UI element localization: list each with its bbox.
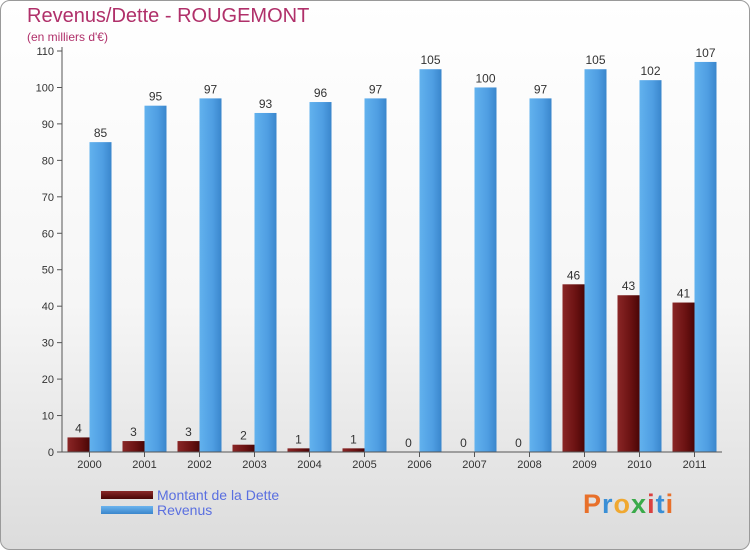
y-tick-label-10: 10: [42, 411, 54, 423]
proxiti-logo: Proxiti: [583, 489, 674, 520]
y-tick-label-100: 100: [36, 82, 54, 94]
bar-revenus-2004: [309, 102, 332, 452]
x-tick-label-2009: 2009: [572, 459, 596, 471]
y-tick-label-0: 0: [48, 447, 54, 459]
y-tick-label-90: 90: [42, 119, 54, 131]
data-label-revenus-2010: 102: [640, 64, 660, 78]
data-label-revenus-2001: 95: [149, 90, 163, 104]
bar-revenus-2005: [364, 98, 387, 453]
x-tick-label-2001: 2001: [132, 459, 156, 471]
legend-swatch-dette: [101, 490, 153, 499]
x-tick-label-2011: 2011: [683, 459, 707, 471]
data-label-revenus-2005: 97: [369, 82, 383, 96]
legend-label-dette: Montant de la Dette: [157, 486, 280, 503]
data-label-revenus-2007: 100: [475, 71, 495, 85]
data-label-dette-2000: 4: [75, 421, 82, 435]
chart-title: Revenus/Dette - ROUGEMONT: [27, 5, 310, 27]
y-tick-label-50: 50: [42, 265, 54, 277]
y-tick-label-20: 20: [42, 374, 54, 386]
bar-revenus-2010: [639, 80, 662, 452]
logo-letter: i: [665, 489, 675, 519]
bar-dette-2003: [232, 444, 255, 452]
bar-dette-2002: [177, 441, 200, 452]
y-tick-label-40: 40: [42, 301, 54, 313]
y-tick-label-110: 110: [36, 46, 54, 58]
logo-letter: r: [602, 489, 614, 519]
y-tick-label-80: 80: [42, 155, 54, 167]
data-label-dette-2004: 1: [295, 432, 302, 446]
data-label-revenus-2006: 105: [420, 53, 440, 67]
bar-revenus-2002: [199, 98, 222, 453]
data-label-dette-2009: 46: [567, 268, 581, 282]
bar-dette-2004: [287, 448, 310, 452]
y-tick-label-60: 60: [42, 228, 54, 240]
y-tick-label-70: 70: [42, 192, 54, 204]
data-label-revenus-2008: 97: [534, 82, 548, 96]
bar-revenus-2003: [254, 112, 277, 453]
x-tick-label-2008: 2008: [517, 459, 541, 471]
logo-letter: i: [647, 489, 656, 519]
x-tick-label-2000: 2000: [77, 459, 101, 471]
bar-dette-2001: [122, 441, 145, 452]
bar-dette-2005: [342, 448, 365, 452]
bar-dette-2010: [617, 295, 640, 452]
bar-revenus-2011: [694, 61, 717, 452]
data-label-revenus-2003: 93: [259, 97, 273, 111]
data-label-revenus-2011: 107: [695, 46, 715, 60]
data-label-dette-2003: 2: [240, 429, 247, 443]
bar-dette-2000: [67, 437, 90, 452]
logo-letter: P: [583, 489, 603, 519]
bar-revenus-2001: [144, 105, 167, 452]
data-label-dette-2008: 0: [515, 436, 522, 450]
y-tick-label-30: 30: [42, 338, 54, 350]
data-label-revenus-2004: 96: [314, 86, 328, 100]
x-tick-label-2003: 2003: [242, 459, 266, 471]
legend: Montant de la Dette Revenus: [101, 486, 280, 518]
bar-dette-2009: [562, 284, 585, 452]
x-tick-label-2005: 2005: [352, 459, 376, 471]
data-label-revenus-2009: 105: [585, 53, 605, 67]
data-label-dette-2010: 43: [622, 279, 636, 293]
logo-letter: x: [631, 489, 648, 519]
bar-revenus-2006: [419, 69, 442, 453]
x-tick-label-2007: 2007: [462, 459, 486, 471]
bar-revenus-2007: [474, 87, 497, 453]
data-label-revenus-2000: 85: [94, 126, 108, 140]
logo-letter: t: [655, 489, 666, 519]
x-tick-label-2004: 2004: [297, 459, 321, 471]
data-label-dette-2006: 0: [405, 436, 412, 450]
bar-dette-2011: [672, 302, 695, 452]
data-label-dette-2001: 3: [130, 425, 137, 439]
logo-letter: o: [613, 489, 632, 519]
x-tick-label-2002: 2002: [187, 459, 211, 471]
bar-revenus-2009: [584, 69, 607, 453]
legend-swatch-revenus: [101, 505, 153, 514]
legend-item-revenus: Revenus: [101, 501, 279, 518]
data-label-dette-2011: 41: [677, 287, 691, 301]
chart-subtitle: (en milliers d'€): [27, 30, 108, 44]
data-label-dette-2005: 1: [350, 432, 357, 446]
x-tick-label-2006: 2006: [407, 459, 431, 471]
bar-revenus-2000: [89, 142, 112, 453]
legend-label-revenus: Revenus: [157, 501, 213, 518]
bar-revenus-2008: [529, 98, 552, 453]
data-label-revenus-2002: 97: [204, 82, 218, 96]
legend-item-dette: Montant de la Dette: [101, 486, 280, 503]
data-label-dette-2002: 3: [185, 425, 192, 439]
x-tick-label-2010: 2010: [627, 459, 651, 471]
data-label-dette-2007: 0: [460, 436, 467, 450]
